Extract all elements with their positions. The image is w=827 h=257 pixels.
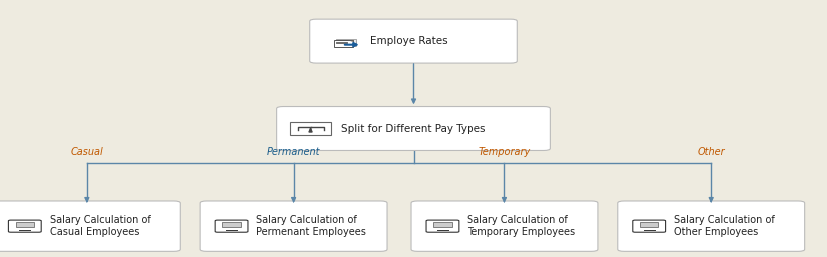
Text: Salary Calculation of
Temporary Employees: Salary Calculation of Temporary Employee… <box>467 215 576 237</box>
FancyBboxPatch shape <box>633 220 666 232</box>
Text: Permanent: Permanent <box>267 147 320 157</box>
FancyBboxPatch shape <box>618 201 805 251</box>
Text: Salary Calculation of
Permenant Employees: Salary Calculation of Permenant Employee… <box>256 215 366 237</box>
Text: Other: Other <box>697 147 725 157</box>
FancyBboxPatch shape <box>309 19 518 63</box>
FancyBboxPatch shape <box>200 201 387 251</box>
FancyBboxPatch shape <box>334 40 353 47</box>
FancyBboxPatch shape <box>215 220 248 232</box>
FancyBboxPatch shape <box>222 222 241 227</box>
FancyBboxPatch shape <box>16 222 34 227</box>
Text: Salary Calculation of
Other Employees: Salary Calculation of Other Employees <box>674 215 775 237</box>
FancyBboxPatch shape <box>276 107 551 151</box>
Text: Employe Rates: Employe Rates <box>370 36 447 46</box>
Text: Salary Calculation of
Casual Employees: Salary Calculation of Casual Employees <box>50 215 151 237</box>
FancyBboxPatch shape <box>0 201 180 251</box>
FancyBboxPatch shape <box>411 201 598 251</box>
FancyBboxPatch shape <box>426 220 459 232</box>
Text: Casual: Casual <box>70 147 103 157</box>
Text: Split for Different Pay Types: Split for Different Pay Types <box>342 124 485 133</box>
FancyBboxPatch shape <box>433 222 452 227</box>
FancyBboxPatch shape <box>337 39 356 46</box>
FancyBboxPatch shape <box>8 220 41 232</box>
FancyBboxPatch shape <box>640 222 658 227</box>
Polygon shape <box>348 40 353 41</box>
Text: Temporary: Temporary <box>478 147 531 157</box>
